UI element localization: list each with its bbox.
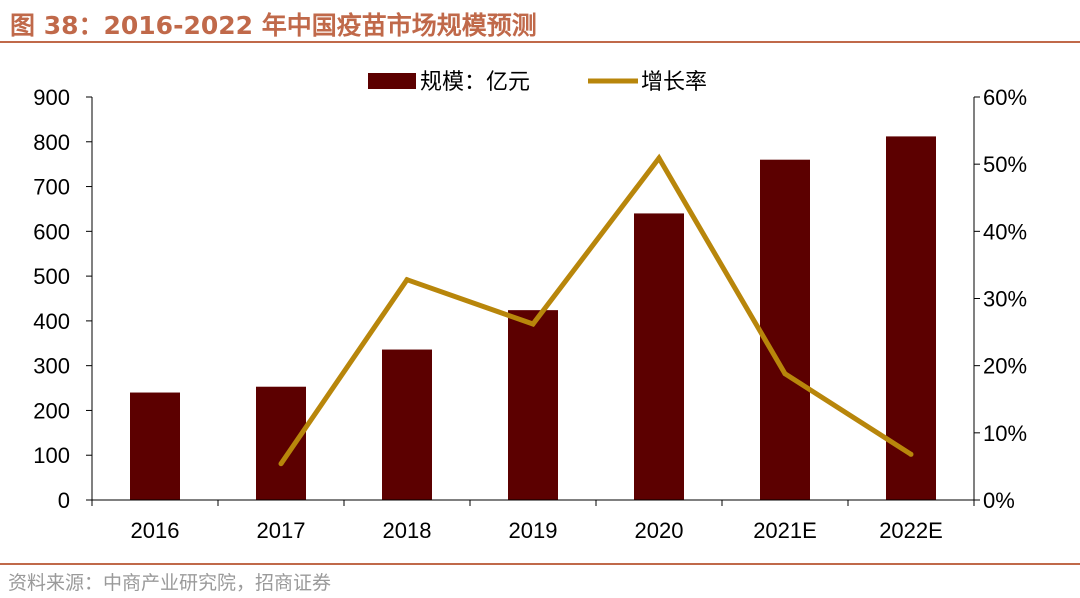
y-left-tick-label: 800 (33, 130, 70, 155)
growth-point-2017 (278, 461, 284, 467)
growth-line (278, 153, 913, 466)
y-right-tick-label: 20% (983, 354, 1027, 379)
y-right-tick-label: 40% (983, 219, 1027, 244)
y-left-tick-label: 200 (33, 398, 70, 423)
figure-title: 图 38：2016-2022 年中国疫苗市场规模预测 (10, 11, 537, 40)
x-tick-label-2016: 2016 (131, 518, 180, 543)
x-tick-label-2022E: 2022E (879, 518, 943, 543)
bar-2020 (634, 213, 684, 500)
growth-point-2022E (908, 451, 914, 457)
growth-point-2021E (782, 371, 788, 377)
bar-2022E (886, 136, 936, 500)
legend-bar-swatch (368, 73, 416, 89)
y-right-tick-label: 60% (983, 85, 1027, 110)
line-layer (278, 153, 914, 467)
bar-2018 (382, 349, 432, 500)
y-right-tick-label: 30% (983, 287, 1027, 312)
x-tick-label-2017: 2017 (257, 518, 306, 543)
x-tick-label-2021E: 2021E (753, 518, 817, 543)
growth-point-2020 (656, 155, 662, 161)
bar-2021E (760, 159, 810, 500)
source-divider (0, 563, 1080, 565)
y-right-tick-label: 0% (983, 488, 1015, 513)
y-left-tick-label: 700 (33, 175, 70, 200)
x-tick-label-2019: 2019 (509, 518, 558, 543)
title-divider (0, 41, 1080, 43)
x-tick-label-2018: 2018 (383, 518, 432, 543)
growth-point-2018 (404, 277, 410, 283)
y-left-tick-label: 600 (33, 219, 70, 244)
growth-point-2019 (530, 321, 536, 327)
legend-line-label: 增长率 (641, 69, 707, 94)
y-left-tick-label: 100 (33, 443, 70, 468)
legend-bar-label: 规模：亿元 (420, 69, 530, 94)
bar-2016 (130, 392, 180, 500)
y-left-tick-label: 300 (33, 354, 70, 379)
axes-layer: 0 100 200 300 400 500 600 700 800 900 0% 10% 20% 30% 4… (33, 85, 1027, 543)
x-tick-label-2020: 2020 (635, 518, 684, 543)
y-left-tick-label: 0 (58, 488, 70, 513)
bar-2019 (508, 310, 558, 500)
y-right-tick-label: 10% (983, 421, 1027, 446)
y-left-tick-label: 400 (33, 309, 70, 334)
y-right-tick-label: 50% (983, 152, 1027, 177)
bars-layer (130, 136, 936, 500)
y-left-tick-label: 500 (33, 264, 70, 289)
source-note: 资料来源：中商产业研究院，招商证券 (8, 572, 332, 594)
legend: 规模：亿元 增长率 (368, 69, 707, 94)
bar-2017 (256, 386, 306, 500)
y-left-tick-label: 900 (33, 85, 70, 110)
